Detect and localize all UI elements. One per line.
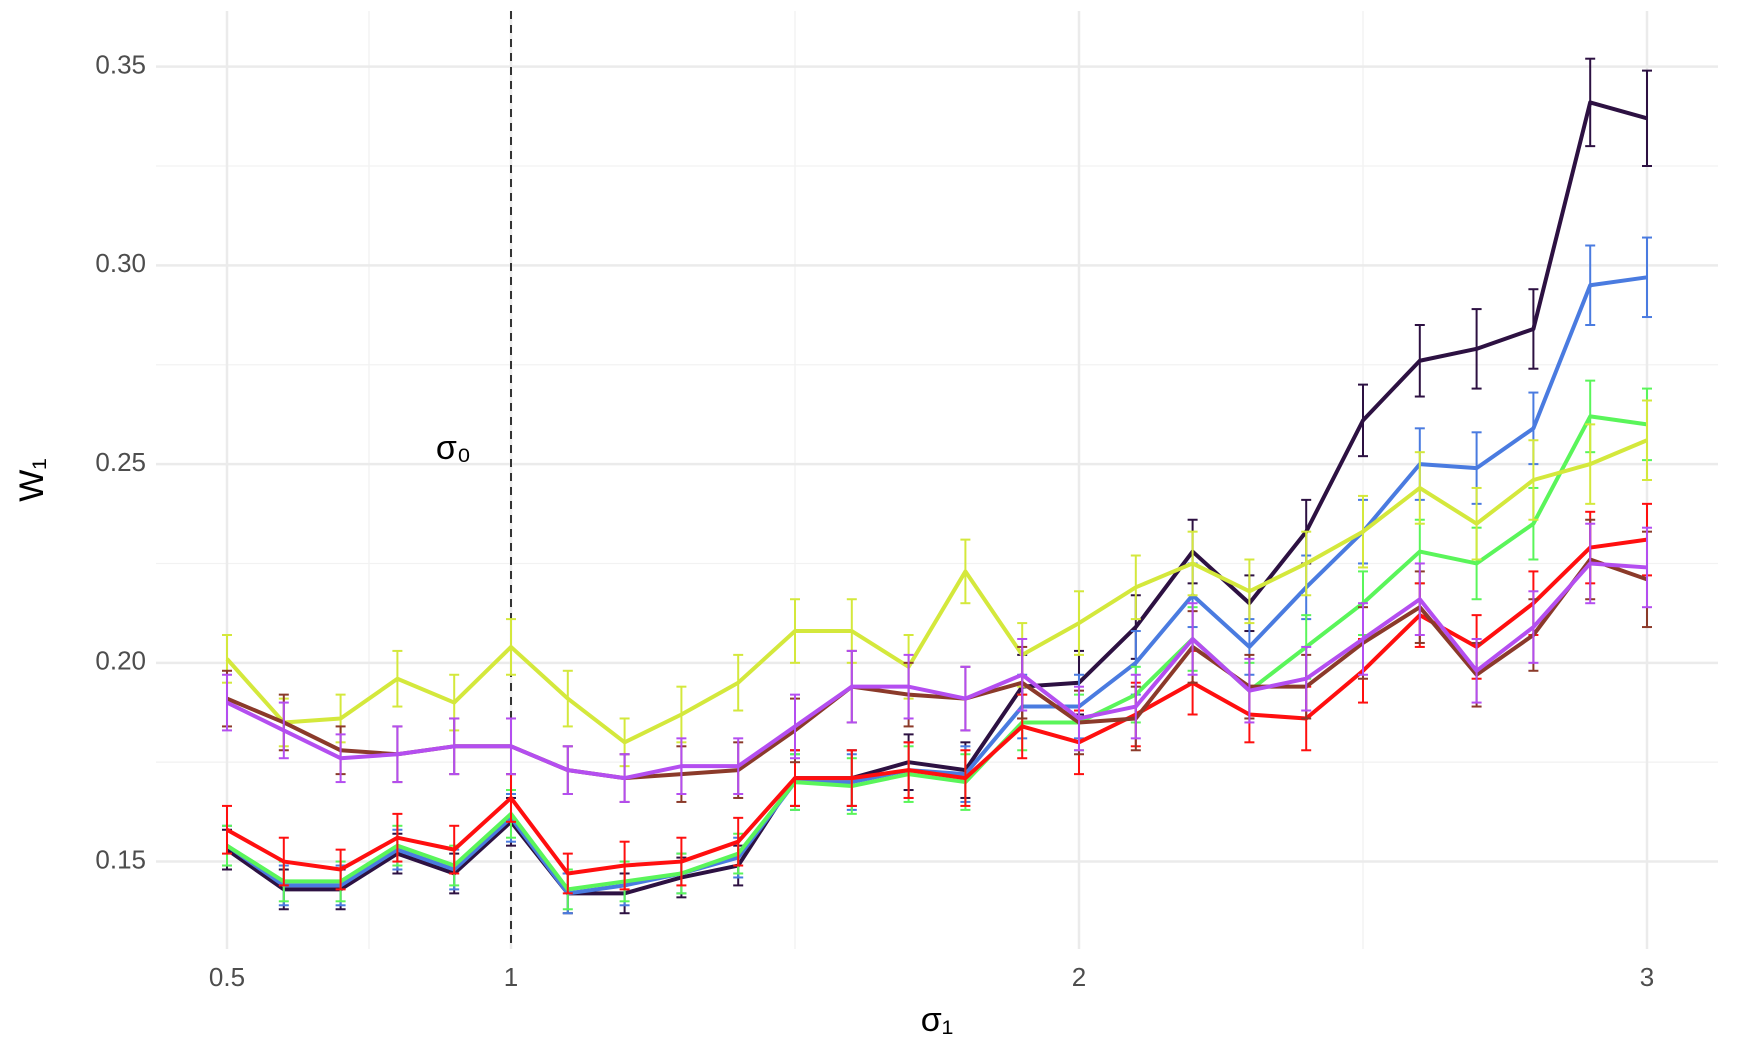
series-line bbox=[226, 537, 1648, 876]
x-axis-title: σ₁ bbox=[921, 1001, 953, 1039]
series-line bbox=[225, 414, 1648, 892]
x-tick-label: 3 bbox=[1640, 962, 1654, 992]
y-axis-title: W₁ bbox=[13, 458, 51, 502]
series-line bbox=[225, 275, 1648, 896]
y-tick-label: 0.35 bbox=[95, 50, 146, 80]
series-line bbox=[226, 561, 1648, 781]
y-tick-label: 0.20 bbox=[95, 646, 146, 676]
y-tick-label: 0.15 bbox=[95, 844, 146, 874]
series-line bbox=[225, 438, 1648, 745]
y-tick-label: 0.30 bbox=[95, 248, 146, 278]
annotation: σ₀ bbox=[436, 429, 471, 467]
x-tick-label: 2 bbox=[1072, 962, 1086, 992]
x-tick-label: 1 bbox=[504, 962, 518, 992]
x-tick-label: 0.5 bbox=[209, 962, 245, 992]
y-tick-label: 0.25 bbox=[95, 447, 146, 477]
series-line bbox=[225, 100, 1648, 896]
series-line bbox=[226, 557, 1648, 781]
